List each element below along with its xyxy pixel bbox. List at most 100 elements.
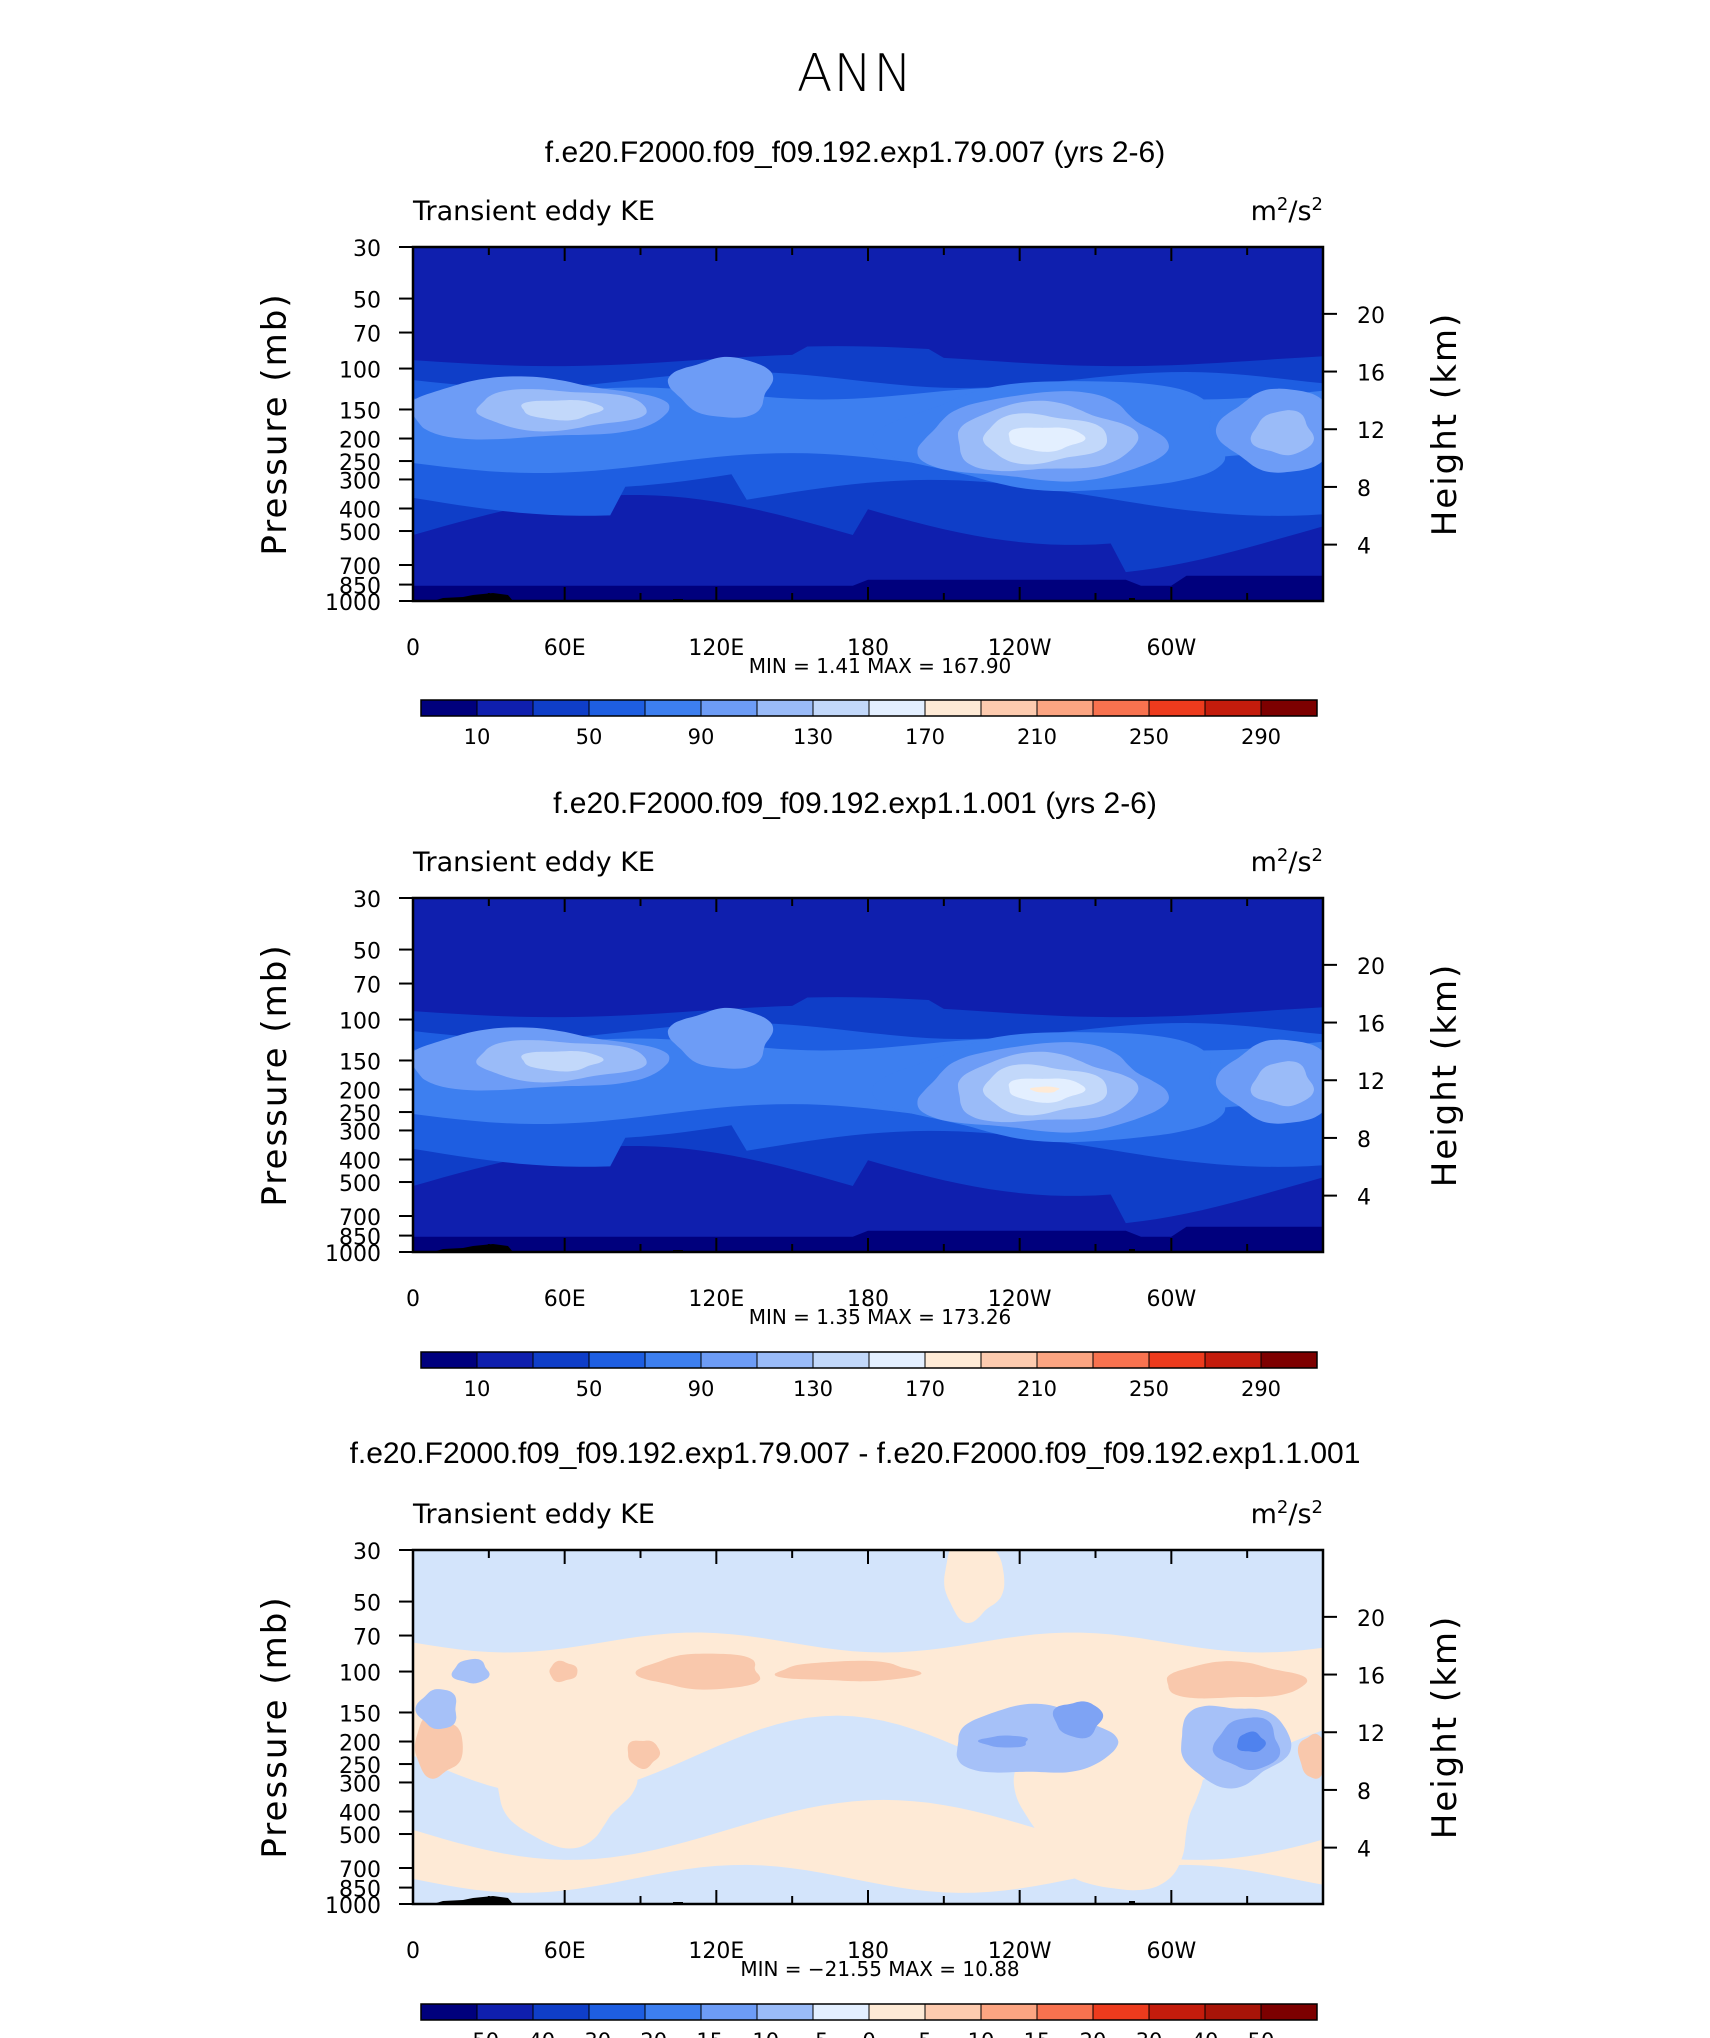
y-right-tick-label: 16 [1357, 1013, 1385, 1038]
min-max-label: MIN = 1.41 MAX = 167.90 [749, 654, 1012, 678]
field-neg-2 [1052, 1701, 1104, 1739]
y-tick-label: 400 [339, 1801, 381, 1826]
y-tick-label: 30 [353, 237, 381, 262]
colorbar-label: 40 [1192, 2029, 1219, 2038]
colorbar-swatch [1204, 2003, 1262, 2021]
y-right-axis-label: Height (km) [1425, 1615, 1465, 1840]
x-tick-label: 120E [688, 636, 744, 661]
colorbar-label: 5 [918, 2029, 931, 2038]
y-tick-label: 250 [339, 451, 381, 476]
field-level-6 [667, 356, 774, 418]
field-pos-1 [414, 1714, 463, 1779]
x-tick-label: 120W [988, 636, 1052, 661]
y-right-tick-label: 20 [1357, 955, 1385, 980]
panel-2: f.e20.F2000.f09_f09.192.exp1.1.001 (yrs … [255, 787, 1465, 1401]
y-right-tick-label: 8 [1357, 477, 1371, 502]
colorbar-label: 210 [1017, 1377, 1057, 1401]
y-right-tick-label: 12 [1357, 1070, 1385, 1095]
units-sup: 2 [1312, 194, 1323, 215]
colorbar-label: 170 [905, 725, 945, 749]
y-tick-label: 250 [339, 1102, 381, 1127]
y-axis-label: Pressure (mb) [255, 943, 295, 1206]
y-tick-label: 1000 [325, 1242, 381, 1267]
colorbar-swatch [1148, 699, 1206, 717]
y-tick-label: 200 [339, 1732, 381, 1757]
y-tick-label: 200 [339, 429, 381, 454]
colorbar-swatch [756, 1351, 814, 1369]
colorbar-frame [420, 2003, 1318, 2021]
colorbar-swatch [532, 2003, 590, 2021]
x-tick-label: 60E [544, 636, 586, 661]
colorbar-swatch [812, 699, 870, 717]
y-tick-label: 100 [339, 1010, 381, 1035]
colorbar-label: 0 [862, 2029, 875, 2038]
y-tick-label: 500 [339, 1824, 381, 1849]
colorbar-swatch [1036, 2003, 1094, 2021]
x-tick-label: 180 [847, 1939, 889, 1964]
panel-1: f.e20.F2000.f09_f09.192.exp1.79.007 (yrs… [255, 136, 1465, 749]
colorbar-swatch [1036, 699, 1094, 717]
topography [1129, 1901, 1135, 1904]
x-tick-label: 0 [406, 636, 420, 661]
colorbar-label: 30 [1136, 2029, 1163, 2038]
colorbar-label: 10 [464, 1377, 491, 1401]
y-tick-label: 400 [339, 1149, 381, 1174]
colorbar-swatch [532, 1351, 590, 1369]
colorbar-swatch [420, 699, 478, 717]
y-tick-label: 300 [339, 469, 381, 494]
y-axis-label: Pressure (mb) [255, 292, 295, 555]
colorbar-swatch [1260, 2003, 1318, 2021]
colorbar-label: −40 [511, 2029, 555, 2038]
colorbar-swatch [812, 1351, 870, 1369]
colorbar-label: 50 [1248, 2029, 1275, 2038]
units-sup: 2 [1277, 845, 1288, 866]
y-tick-label: 700 [339, 1206, 381, 1231]
colorbar-swatch [868, 2003, 926, 2021]
colorbar-label: 130 [793, 1377, 833, 1401]
field-neg-1 [415, 1689, 457, 1730]
y-tick-label: 70 [353, 1626, 381, 1651]
colorbar-swatch [1204, 699, 1262, 717]
y-right-tick-label: 4 [1357, 1838, 1371, 1863]
x-tick-label: 120W [988, 1939, 1052, 1964]
colorbar-label: 20 [1080, 2029, 1107, 2038]
colorbar-swatch [980, 1351, 1038, 1369]
colorbar-label: 10 [464, 725, 491, 749]
x-tick-label: 0 [406, 1939, 420, 1964]
panel-units: m2/s2 [1251, 194, 1323, 228]
y-tick-label: 30 [353, 888, 381, 913]
y-tick-label: 30 [353, 1540, 381, 1565]
colorbar-swatch [700, 2003, 758, 2021]
colorbar-swatch [700, 699, 758, 717]
colorbar: 10 50 90 130 170 210 250 290 [420, 699, 1318, 749]
colorbar-label: 170 [905, 1377, 945, 1401]
colorbar-label: 90 [688, 1377, 715, 1401]
field-pos-1 [774, 1660, 922, 1682]
colorbar-swatch [1036, 1351, 1094, 1369]
x-tick-label: 120E [688, 1287, 744, 1312]
x-tick-label: 60W [1146, 636, 1196, 661]
y-tick-label: 850 [339, 575, 381, 600]
x-tick-label: 120W [988, 1287, 1052, 1312]
colorbar-swatch [644, 699, 702, 717]
x-tick-label: 0 [406, 1287, 420, 1312]
colorbar-swatch [420, 2003, 478, 2021]
y-tick-label: 150 [339, 1702, 381, 1727]
field-pos-1 [1297, 1733, 1323, 1779]
colorbar-swatch [532, 699, 590, 717]
units-sup: 2 [1312, 1497, 1323, 1518]
colorbar-swatch [476, 1351, 534, 1369]
colorbar-swatch [1148, 1351, 1206, 1369]
units-sup: 2 [1277, 194, 1288, 215]
y-tick-label: 500 [339, 521, 381, 546]
field-level-7 [1250, 410, 1314, 456]
contour-field [413, 898, 1323, 1252]
colorbar-swatch [868, 1351, 926, 1369]
colorbar-swatch [980, 699, 1038, 717]
colorbar-swatch [1260, 699, 1318, 717]
colorbar-swatch [812, 2003, 870, 2021]
y-tick-label: 850 [339, 1226, 381, 1251]
field-pos-0 [493, 1725, 638, 1849]
units-sup: 2 [1277, 1497, 1288, 1518]
